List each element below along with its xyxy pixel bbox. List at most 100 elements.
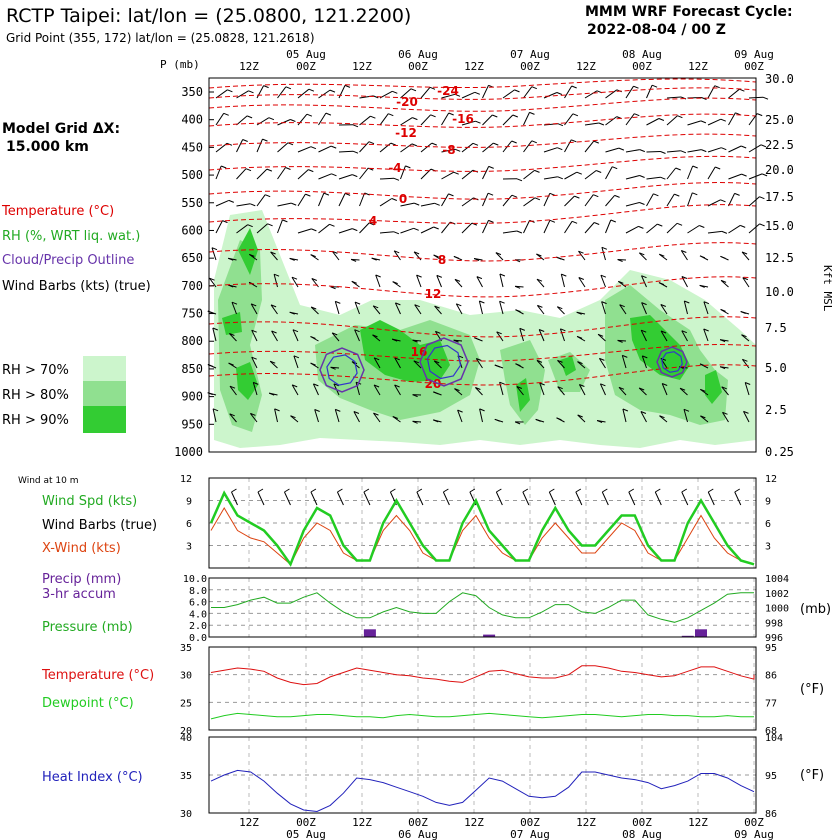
- wind-barb-flag: [429, 86, 436, 90]
- wind-barb: [475, 387, 483, 396]
- wind-barb-flag: [556, 417, 562, 421]
- cloud-outline: [419, 337, 469, 387]
- wind-barb: [523, 86, 533, 99]
- heat-index-panel: Heat Index (°C) (°F) 30 35 40 86 95 104: [42, 733, 824, 820]
- wind-barb: [619, 304, 627, 315]
- isotherm: [208, 78, 757, 89]
- wind-barb-flag: [454, 388, 460, 392]
- wind-barb-flag: [536, 253, 542, 257]
- wind-barb-flag: [457, 409, 463, 413]
- wind-barb-flag: [601, 301, 607, 305]
- date-label-bottom: 05 Aug: [286, 828, 326, 840]
- time-tick-top: 12Z: [352, 60, 372, 73]
- wind-barb: [229, 385, 237, 396]
- isotherm: [208, 316, 757, 338]
- wind-barb: [215, 142, 228, 153]
- time-tick-bottom: 00Z: [408, 816, 428, 829]
- wind-barb-flag: [499, 273, 506, 277]
- surface-wind-barb-flag: [522, 488, 529, 493]
- wind-barb-flag: [211, 247, 218, 251]
- height-tick: 2.5: [765, 403, 787, 417]
- wind-barb: [625, 175, 640, 180]
- temperature-frame: [208, 646, 757, 731]
- xwind-label: X-Wind (kts): [42, 541, 121, 556]
- wind-barb: [297, 113, 308, 126]
- wind-barb-flag: [641, 275, 647, 279]
- wind-barb-flag: [740, 224, 746, 228]
- wind-barb: [741, 334, 750, 342]
- wind-barb-flag: [434, 360, 440, 364]
- wind-barb: [252, 382, 258, 396]
- wind-barb-flag: [676, 222, 683, 226]
- wind-barb-flag: [677, 115, 683, 119]
- wind-barb: [681, 330, 688, 342]
- wind-grid: 3 3 6 6 9 9 12 12: [180, 474, 777, 568]
- wind-barb: [359, 141, 370, 153]
- time-tick-top: 12Z: [464, 60, 484, 73]
- wind-barb-flag: [614, 194, 620, 198]
- wind-barb: [728, 112, 736, 126]
- wind-barb-flag: [289, 311, 295, 315]
- wind-barb-flag: [571, 139, 577, 143]
- wind-barb-flag: [282, 219, 288, 223]
- wind-barb-flag: [374, 357, 380, 361]
- wind-barb-flag: [329, 223, 335, 227]
- wind-barb: [441, 171, 454, 180]
- wind-barb-flag: [476, 358, 482, 361]
- wind-barb-flag: [739, 88, 745, 92]
- wind-barb-flag: [681, 276, 688, 279]
- wind-barb-flag: [660, 357, 667, 361]
- wind-barb: [728, 193, 736, 207]
- wind-barb-flag: [679, 387, 686, 391]
- wind-barb-flag: [534, 197, 541, 201]
- wind-barb: [359, 167, 369, 180]
- wind-barb-flag: [430, 114, 436, 118]
- surface-wind-barb: [257, 491, 265, 506]
- wind-barb-flag: [375, 274, 381, 278]
- surface-wind-barb: [495, 491, 503, 506]
- wind-barb: [597, 333, 606, 342]
- wind-barb: [229, 333, 237, 342]
- wind-barb: [359, 222, 370, 234]
- wind-barb-flag: [674, 193, 680, 197]
- wind-barb: [646, 176, 661, 180]
- wind-barb: [215, 165, 222, 180]
- wind-barb-flag: [330, 286, 336, 290]
- wind-barb-flag: [745, 382, 751, 385]
- wind-barb-flag: [209, 277, 215, 281]
- wind-barb: [256, 117, 270, 126]
- wind-barb-flag: [253, 381, 259, 385]
- wind-barb-flag: [229, 385, 236, 389]
- wind-ytick: 6: [186, 519, 192, 530]
- wind-barb-flag: [511, 194, 518, 198]
- isotherm-label: -24: [437, 84, 459, 98]
- heat-ytick: 30: [180, 809, 192, 820]
- wind-barb: [578, 277, 586, 288]
- wind-barb-flag: [392, 281, 398, 285]
- model-grid-label: Model Grid ΔX:: [2, 121, 120, 137]
- wind-barb-flag: [720, 255, 726, 259]
- wind-barb-flag: [292, 384, 298, 388]
- height-axis-label: Kft MSL: [821, 265, 834, 312]
- wind-barb: [564, 171, 578, 180]
- wind-barb-flag: [344, 192, 351, 196]
- wind-barb: [556, 306, 565, 315]
- wind-barb-flag: [350, 258, 357, 262]
- wind-barb: [476, 276, 483, 288]
- surface-wind-barbs: [231, 488, 742, 506]
- wind-barb-flag: [395, 302, 401, 306]
- wind-barb: [379, 177, 395, 180]
- wind-barb-flag: [593, 194, 599, 198]
- wind-barb-flag: [433, 226, 439, 230]
- wind-barb-flag: [658, 118, 665, 121]
- wind-barb-flag: [638, 225, 644, 229]
- wind-barb: [584, 194, 594, 207]
- wind-barb: [416, 274, 422, 288]
- wind-barb-flag: [757, 113, 763, 117]
- wind-barb: [379, 142, 392, 153]
- pressure-tick-right: 996: [765, 633, 783, 644]
- wind-barb: [687, 120, 702, 126]
- wind-barb-flag: [370, 115, 376, 119]
- wind-barb: [625, 85, 634, 99]
- surface-wind-barb-flag: [734, 488, 741, 493]
